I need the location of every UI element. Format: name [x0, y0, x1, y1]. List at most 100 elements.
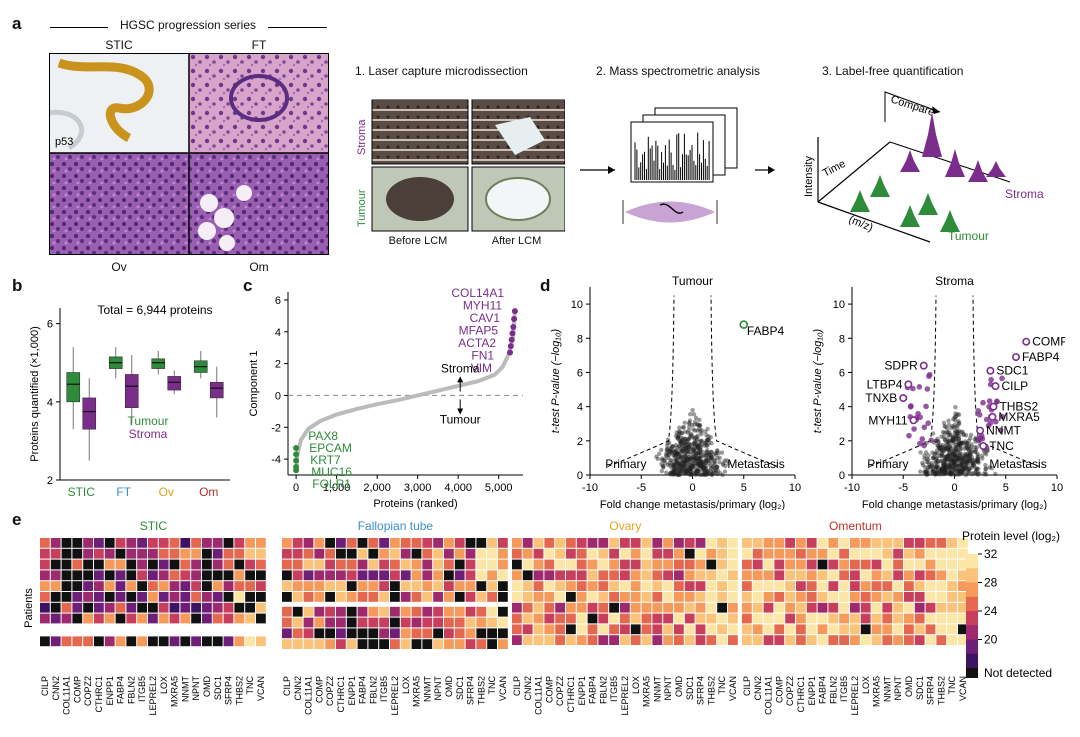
b-ytick-label: 6 — [47, 319, 53, 331]
c-bottom-gene: PAX8 — [308, 429, 338, 443]
d-point — [930, 468, 936, 473]
c-top-gene: CAV1 — [470, 311, 501, 325]
d-point — [687, 441, 693, 447]
d-point — [933, 457, 938, 462]
e-cell — [796, 538, 806, 548]
e-cell — [742, 570, 752, 581]
e-cell — [314, 617, 325, 628]
e-cell — [379, 628, 389, 639]
e-cell — [72, 602, 83, 613]
d-point — [698, 454, 704, 459]
e-cell — [180, 570, 191, 581]
e-cell — [684, 559, 695, 570]
d-point — [683, 446, 688, 451]
e-cell — [576, 635, 587, 645]
e-cell — [652, 613, 663, 624]
d-sig-point — [911, 426, 917, 432]
e-colorbar-tick: 32 — [984, 547, 998, 561]
e-cell — [914, 538, 925, 548]
d-point — [672, 453, 677, 458]
d-point — [963, 439, 968, 444]
e-colorbar-swatch — [966, 568, 978, 583]
c-ytick-label: 2 — [275, 359, 281, 371]
e-cell — [904, 570, 914, 581]
e-cell — [555, 548, 565, 559]
e-cell — [817, 570, 828, 581]
lcm-row-tumour: Tumour — [356, 189, 368, 227]
d-point — [692, 441, 697, 446]
e-cell — [282, 581, 292, 591]
d-point — [703, 429, 708, 434]
d-point — [964, 460, 970, 465]
d-point — [953, 405, 958, 410]
e-gene-label: TNC — [245, 676, 255, 695]
d-point — [696, 458, 702, 463]
e-colorbar-swatch — [966, 625, 978, 640]
d-point — [674, 465, 679, 470]
d-point — [947, 439, 952, 444]
e-cell — [850, 548, 860, 559]
b-category-label: FT — [116, 485, 131, 499]
e-ylabel: Patients — [23, 588, 35, 628]
d-point — [695, 422, 701, 427]
d-point — [942, 457, 947, 463]
d-point — [694, 469, 699, 474]
d-point — [682, 436, 688, 442]
d-point — [674, 462, 679, 468]
e-cell — [314, 592, 325, 602]
d-point — [684, 468, 690, 474]
d-point — [665, 437, 671, 442]
e-gene-label: ENPP1 — [577, 676, 587, 706]
e-cell — [587, 570, 598, 581]
d-point — [694, 438, 700, 443]
e-cell — [936, 624, 947, 635]
e-cell — [630, 559, 641, 570]
d-metastasis: Metastasis — [727, 457, 784, 471]
e-cell — [245, 559, 255, 570]
d-xtick-label: -10 — [582, 482, 598, 494]
d-point — [672, 464, 677, 470]
e-cell — [191, 592, 201, 602]
d-point — [959, 459, 965, 465]
e-cell — [422, 559, 433, 570]
e-cell — [522, 635, 533, 645]
d-point — [934, 469, 940, 475]
e-cell — [533, 538, 544, 548]
d-threshold — [972, 295, 1040, 467]
d-point — [682, 449, 687, 454]
d-point — [954, 447, 959, 453]
e-cell — [641, 581, 652, 591]
e-cell — [544, 581, 555, 591]
d-point — [947, 430, 952, 435]
d-point — [697, 472, 703, 477]
d-point — [713, 470, 719, 475]
d-point — [688, 471, 694, 477]
d-point — [957, 433, 962, 438]
d-point — [679, 431, 685, 436]
d-point — [695, 458, 701, 464]
e-cell — [104, 548, 115, 559]
e-cell — [148, 570, 158, 581]
d-point — [956, 412, 962, 417]
d-point — [697, 450, 703, 456]
e-cell — [256, 538, 266, 548]
d-point — [697, 464, 702, 469]
e-cell — [212, 613, 223, 624]
d-point — [969, 449, 974, 455]
d-point — [947, 466, 953, 472]
d-point — [954, 458, 960, 464]
e-gene-label: MXRA5 — [872, 676, 882, 707]
d-point — [712, 457, 717, 463]
d-point — [708, 458, 713, 464]
e-cell — [126, 613, 137, 624]
e-cell — [576, 592, 587, 602]
d-point — [704, 459, 709, 464]
d-point — [698, 464, 703, 469]
d-point — [948, 463, 953, 468]
e-cell — [357, 639, 368, 649]
e-cell — [904, 559, 914, 570]
e-cell — [925, 635, 936, 645]
e-cell — [325, 559, 335, 570]
d-point — [700, 462, 705, 467]
d-point — [950, 449, 956, 454]
